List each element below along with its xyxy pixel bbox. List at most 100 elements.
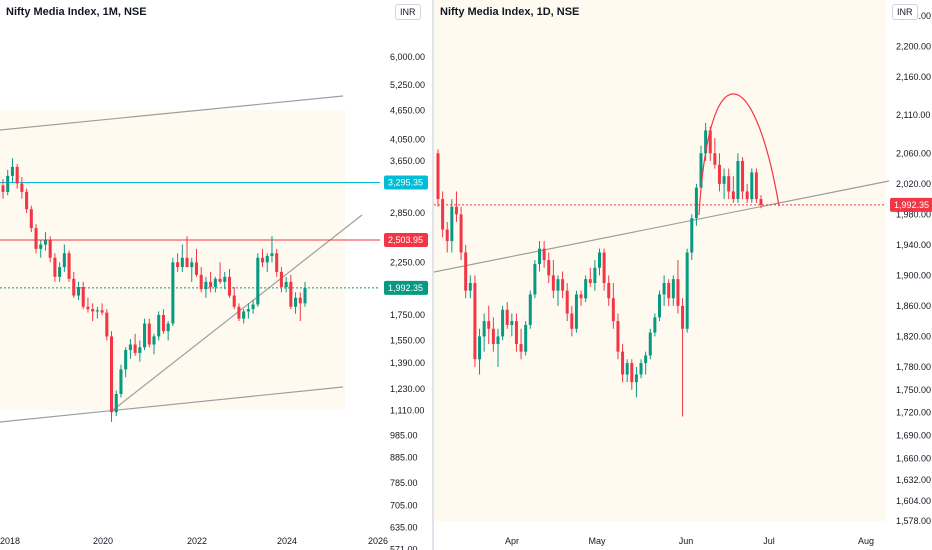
candle-body[interactable]: [152, 336, 156, 345]
candle-body[interactable]: [542, 248, 546, 261]
candle-body[interactable]: [105, 312, 109, 337]
panel-divider[interactable]: [432, 0, 434, 550]
trend-line[interactable]: [0, 386, 344, 423]
candle-body[interactable]: [588, 279, 592, 283]
candle-body[interactable]: [128, 344, 132, 351]
candle-body[interactable]: [671, 279, 675, 299]
candle-body[interactable]: [67, 253, 71, 279]
candle-body[interactable]: [100, 310, 104, 313]
candle-body[interactable]: [717, 164, 721, 184]
candle-body[interactable]: [482, 321, 486, 337]
candle-body[interactable]: [662, 282, 666, 295]
candle-body[interactable]: [681, 305, 685, 329]
candle-body[interactable]: [533, 263, 537, 295]
candle-body[interactable]: [289, 281, 293, 307]
arc-annotation[interactable]: [698, 93, 780, 216]
candle-body[interactable]: [496, 336, 500, 345]
candle-body[interactable]: [708, 130, 712, 154]
candle-body[interactable]: [685, 252, 689, 329]
candle-body[interactable]: [454, 206, 458, 215]
candle-body[interactable]: [727, 176, 731, 192]
candle-body[interactable]: [176, 262, 180, 268]
candle-body[interactable]: [114, 393, 118, 413]
candle-body[interactable]: [598, 252, 601, 268]
candle-body[interactable]: [574, 294, 578, 329]
left-chart-panel[interactable]: 6,000.00 5,250.00 4,650.00 4,050.00 3,650.00…: [0, 0, 432, 550]
candle-body[interactable]: [133, 344, 137, 353]
candle-body[interactable]: [514, 321, 518, 345]
candle-body[interactable]: [15, 166, 19, 184]
candle-body[interactable]: [157, 314, 161, 337]
candle-body[interactable]: [143, 323, 147, 348]
candle-body[interactable]: [667, 282, 671, 299]
candle-body[interactable]: [547, 260, 551, 276]
candle-body[interactable]: [29, 209, 33, 229]
candle-body[interactable]: [450, 206, 454, 242]
candle-body[interactable]: [510, 321, 514, 325]
candle-body[interactable]: [464, 252, 468, 291]
candle-body[interactable]: [639, 363, 643, 375]
candle-body[interactable]: [194, 262, 199, 275]
candle-body[interactable]: [227, 276, 232, 296]
candle-body[interactable]: [556, 279, 560, 291]
candle-body[interactable]: [634, 374, 638, 383]
candle-body[interactable]: [10, 166, 14, 176]
candle-body[interactable]: [611, 298, 615, 322]
candle-body[interactable]: [551, 275, 555, 291]
candle-body[interactable]: [20, 183, 24, 192]
right-chart-panel[interactable]: 2,240.002,200.002,160.002,110.002,060.00…: [434, 0, 932, 550]
candle-body[interactable]: [62, 253, 66, 268]
candle-body[interactable]: [745, 191, 749, 200]
candle-body[interactable]: [218, 278, 222, 282]
candle-body[interactable]: [644, 355, 648, 364]
candle-body[interactable]: [445, 229, 449, 242]
candle-body[interactable]: [237, 306, 241, 319]
candle-body[interactable]: [298, 297, 302, 304]
candle-body[interactable]: [76, 287, 81, 296]
candle-body[interactable]: [459, 214, 463, 253]
candle-body[interactable]: [166, 323, 170, 332]
candle-body[interactable]: [487, 321, 491, 329]
candle-body[interactable]: [616, 321, 620, 352]
candle-body[interactable]: [81, 287, 85, 307]
candle-body[interactable]: [275, 253, 279, 272]
candle-body[interactable]: [524, 324, 528, 352]
candle-body[interactable]: [265, 255, 269, 263]
candle-body[interactable]: [180, 257, 184, 268]
candle-body[interactable]: [607, 282, 611, 299]
candle-body[interactable]: [690, 218, 694, 253]
candle-body[interactable]: [579, 294, 583, 299]
candle-body[interactable]: [251, 304, 255, 310]
candle-body[interactable]: [109, 336, 114, 413]
candle-body[interactable]: [119, 369, 123, 394]
trend-line[interactable]: [0, 95, 344, 131]
candle-body[interactable]: [699, 153, 703, 188]
candle-body[interactable]: [25, 191, 29, 210]
candle-body[interactable]: [39, 244, 43, 249]
candle-body[interactable]: [713, 153, 717, 165]
candle-body[interactable]: [561, 279, 565, 291]
candle-body[interactable]: [190, 262, 194, 268]
candle-body[interactable]: [473, 282, 477, 360]
left-currency-button[interactable]: INR: [395, 4, 421, 20]
candle-body[interactable]: [704, 130, 708, 154]
candle-body[interactable]: [242, 311, 246, 319]
candle-body[interactable]: [676, 279, 680, 306]
candle-body[interactable]: [86, 306, 90, 310]
candle-body[interactable]: [138, 347, 142, 353]
candle-body[interactable]: [246, 309, 250, 312]
candle-body[interactable]: [741, 160, 745, 192]
candle-body[interactable]: [505, 309, 509, 325]
candle-body[interactable]: [53, 257, 57, 277]
candle-body[interactable]: [34, 228, 38, 249]
candle-body[interactable]: [593, 267, 597, 283]
trend-line[interactable]: [434, 180, 890, 273]
candle-body[interactable]: [653, 317, 657, 333]
candle-body[interactable]: [260, 257, 265, 263]
candle-body[interactable]: [501, 309, 505, 337]
candle-body[interactable]: [303, 287, 307, 304]
candle-body[interactable]: [468, 282, 472, 291]
candle-body[interactable]: [199, 274, 203, 290]
candle-body[interactable]: [72, 278, 76, 296]
candle-body[interactable]: [648, 332, 652, 356]
